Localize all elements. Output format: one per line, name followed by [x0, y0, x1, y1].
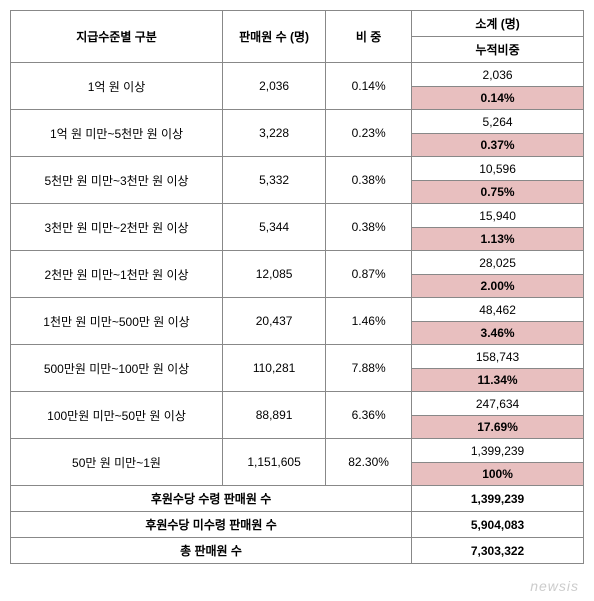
table-row: 1억 원 이상2,0360.14%2,036: [11, 63, 584, 87]
ratio-cell: 1.46%: [326, 298, 412, 345]
summary-row: 총 판매원 수7,303,322: [11, 538, 584, 564]
count-cell: 5,332: [223, 157, 326, 204]
header-cumulative: 누적비중: [412, 37, 584, 63]
count-cell: 3,228: [223, 110, 326, 157]
category-cell: 50만 원 미만~1원: [11, 439, 223, 486]
cumulative-cell: 0.37%: [412, 134, 584, 157]
summary-row: 후원수당 수령 판매원 수1,399,239: [11, 486, 584, 512]
category-cell: 2천만 원 미만~1천만 원 이상: [11, 251, 223, 298]
subtotal-cell: 15,940: [412, 204, 584, 228]
subtotal-cell: 1,399,239: [412, 439, 584, 463]
table-row: 500만원 미만~100만 원 이상110,2817.88%158,743: [11, 345, 584, 369]
summary-row: 후원수당 미수령 판매원 수5,904,083: [11, 512, 584, 538]
subtotal-cell: 2,036: [412, 63, 584, 87]
cumulative-cell: 3.46%: [412, 322, 584, 345]
table-row: 1억 원 미만~5천만 원 이상3,2280.23%5,264: [11, 110, 584, 134]
count-cell: 110,281: [223, 345, 326, 392]
subtotal-cell: 28,025: [412, 251, 584, 275]
table-row: 2천만 원 미만~1천만 원 이상12,0850.87%28,025: [11, 251, 584, 275]
table-row: 3천만 원 미만~2천만 원 이상5,3440.38%15,940: [11, 204, 584, 228]
cumulative-cell: 100%: [412, 463, 584, 486]
category-cell: 1천만 원 미만~500만 원 이상: [11, 298, 223, 345]
category-cell: 500만원 미만~100만 원 이상: [11, 345, 223, 392]
cumulative-cell: 0.75%: [412, 181, 584, 204]
cumulative-cell: 11.34%: [412, 369, 584, 392]
ratio-cell: 0.23%: [326, 110, 412, 157]
subtotal-cell: 48,462: [412, 298, 584, 322]
cumulative-cell: 0.14%: [412, 87, 584, 110]
watermark: newsis: [530, 578, 579, 594]
header-ratio: 비 중: [326, 11, 412, 63]
ratio-cell: 0.87%: [326, 251, 412, 298]
distribution-table: 지급수준별 구분 판매원 수 (명) 비 중 소계 (명) 누적비중 1억 원 …: [10, 10, 584, 564]
category-cell: 5천만 원 미만~3천만 원 이상: [11, 157, 223, 204]
cumulative-cell: 17.69%: [412, 416, 584, 439]
count-cell: 1,151,605: [223, 439, 326, 486]
header-count: 판매원 수 (명): [223, 11, 326, 63]
category-cell: 1억 원 미만~5천만 원 이상: [11, 110, 223, 157]
subtotal-cell: 10,596: [412, 157, 584, 181]
cumulative-cell: 1.13%: [412, 228, 584, 251]
summary-value: 7,303,322: [412, 538, 584, 564]
header-subtotal: 소계 (명): [412, 11, 584, 37]
summary-label: 후원수당 미수령 판매원 수: [11, 512, 412, 538]
category-cell: 1억 원 이상: [11, 63, 223, 110]
count-cell: 12,085: [223, 251, 326, 298]
count-cell: 2,036: [223, 63, 326, 110]
summary-value: 1,399,239: [412, 486, 584, 512]
subtotal-cell: 5,264: [412, 110, 584, 134]
table-row: 5천만 원 미만~3천만 원 이상5,3320.38%10,596: [11, 157, 584, 181]
subtotal-cell: 158,743: [412, 345, 584, 369]
table-row: 1천만 원 미만~500만 원 이상20,4371.46%48,462: [11, 298, 584, 322]
category-cell: 3천만 원 미만~2천만 원 이상: [11, 204, 223, 251]
ratio-cell: 82.30%: [326, 439, 412, 486]
count-cell: 5,344: [223, 204, 326, 251]
ratio-cell: 7.88%: [326, 345, 412, 392]
header-category: 지급수준별 구분: [11, 11, 223, 63]
ratio-cell: 0.38%: [326, 204, 412, 251]
count-cell: 88,891: [223, 392, 326, 439]
subtotal-cell: 247,634: [412, 392, 584, 416]
ratio-cell: 0.38%: [326, 157, 412, 204]
ratio-cell: 6.36%: [326, 392, 412, 439]
ratio-cell: 0.14%: [326, 63, 412, 110]
table-row: 100만원 미만~50만 원 이상88,8916.36%247,634: [11, 392, 584, 416]
summary-value: 5,904,083: [412, 512, 584, 538]
category-cell: 100만원 미만~50만 원 이상: [11, 392, 223, 439]
count-cell: 20,437: [223, 298, 326, 345]
summary-label: 후원수당 수령 판매원 수: [11, 486, 412, 512]
cumulative-cell: 2.00%: [412, 275, 584, 298]
summary-label: 총 판매원 수: [11, 538, 412, 564]
table-row: 50만 원 미만~1원1,151,60582.30%1,399,239: [11, 439, 584, 463]
